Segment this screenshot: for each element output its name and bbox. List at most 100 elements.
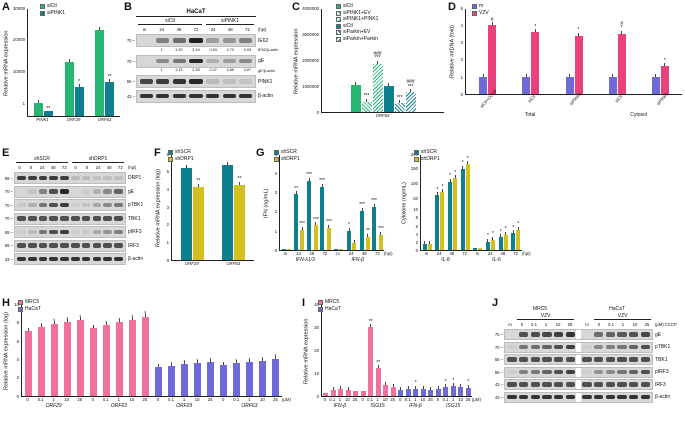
significance-label: * [449,173,452,180]
bar-column [90,324,97,396]
bar-column [222,162,233,260]
band-label: pIRF3 [655,369,669,375]
protein-band [38,216,48,221]
y-axis-label: Relative mRNA expression [3,30,10,96]
error-bar [223,361,224,365]
lane [593,393,605,402]
marker-label: 43 – [4,256,13,262]
significance-label: * [246,357,252,359]
bar [95,30,105,116]
protein-band [530,332,540,337]
legend-item: siCtl [40,4,65,9]
x-tick-label: 25 [273,397,278,402]
chart-plot-row: Cytokine (ng/mL)024681050100150200******… [400,152,538,253]
error-bar [407,386,409,390]
bar-cluster: ** [367,305,375,396]
lane-label: 1 [621,321,625,327]
lane [553,368,565,377]
x-tick-label: 25 [428,397,433,402]
x-tick-label: 0.1 [102,397,109,402]
y-axis: 0 1 2 3 4 5 6 [163,152,171,263]
significance-label: ** [196,178,201,185]
bar-column: ** [368,319,374,396]
bar-cluster: ** [375,305,383,396]
legend-item: shSCR [274,150,300,155]
y-tick-label: 6 [16,338,19,344]
protein-band [542,394,552,400]
legend-label: siPINK1+EV [343,9,371,16]
legend-swatch [336,36,341,42]
bar-cluster [457,305,465,396]
protein-band [17,216,26,221]
x-tick-label: 25 [77,397,83,402]
lane [518,380,530,389]
x-section-label: Cytosol [630,112,647,118]
protein-band [17,243,26,248]
protein-band [81,229,91,235]
significance-label: * [233,358,239,360]
lane [27,173,38,183]
y-tick-label: 4 [274,171,277,177]
y-tick-label: 10 [413,207,418,213]
bar-column [339,249,343,250]
protein-band [38,243,48,248]
y-tick-label: 3 [166,204,169,210]
panel-f-letter: F [154,147,161,159]
legend-label: shSCR [421,149,437,155]
bar [51,324,58,396]
legend-item: m [472,4,489,9]
lane-group-label: shDRP1 [72,156,124,163]
bar [360,210,364,250]
lane-gap [576,342,582,352]
error-bar [460,384,462,388]
lane [113,200,124,210]
lane-label: 8 [85,164,89,170]
x-axis: PINK1 ORF29 ORF63 [2,117,120,123]
bar-column [25,327,32,396]
blot-band-row: 43 – β-actin [492,391,683,403]
bar [488,25,497,94]
legend-item: HaCaT [18,306,41,312]
significance-label: * [348,222,350,229]
y-axis: 0 2 4 6 8 10 [11,302,21,399]
lane [81,227,92,237]
protein-band [103,216,113,221]
bar-column: *** [142,311,149,396]
bar-cluster: ** [172,155,213,260]
legend-swatch [40,10,45,16]
x-sections: ORF29 ORF63 ORF29 ORF63 [21,403,282,409]
lane-label: 72 [193,26,199,32]
band-label: gE [128,188,135,195]
y-tick-label: 1000000 [302,83,319,89]
bar [372,206,377,250]
error-bar [410,89,411,93]
lane-label: 24 [39,164,45,170]
y-tick-label: 30 [314,324,319,330]
significance-label: ** [46,105,51,112]
bar [323,392,329,396]
lanes: 0 8 24 48 72 0 8 24 48 72 [14,165,126,171]
bar [259,361,266,396]
error-bar [315,222,317,226]
band-label: pIRF3 [128,229,142,235]
lane [188,56,205,67]
protein-band [582,382,592,387]
significance-label: * [194,358,200,360]
axis-pad [262,257,279,263]
bar [574,35,583,94]
error-bar [236,359,237,363]
panel-f: F Relative mRNA expression (log)0123456*… [154,148,254,294]
bar-column [181,165,192,260]
x-section-label: ISG15 [446,403,461,409]
legend-item: MRC5 [18,300,41,305]
bar-cluster: ** [497,155,510,250]
bar-cluster [87,305,100,396]
x-tick-label: 1 [451,397,455,402]
bar-column [338,386,344,396]
chart-plot-row: Relative mRNA expression (log) 0 2 4 6 8 10 * **… [2,302,298,399]
error-bar [186,165,187,169]
x-tick-label: 10 [345,397,350,402]
lane [506,368,518,377]
protein-band [617,357,627,362]
lane [553,343,565,352]
